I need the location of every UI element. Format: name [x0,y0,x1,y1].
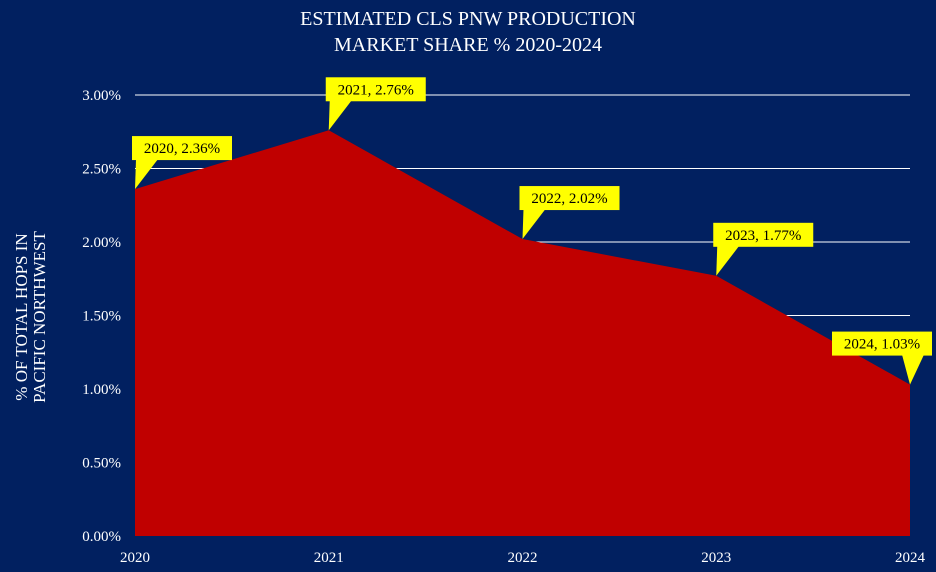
y-axis-ticks: 0.00% 0.50% 1.00% 1.50% 2.00% 2.50% 3.00% [82,88,121,545]
data-labels: 2020, 2.36% 2021, 2.76% 2022, 2.02% 2023, 1… [132,77,932,385]
x-tick-label: 2024 [895,550,926,566]
x-tick-label: 2023 [701,550,731,566]
y-tick-label: 1.00% [82,382,121,398]
data-label: 2024, 1.03% [832,331,932,385]
data-label-box [132,136,232,161]
area-fill [135,130,910,536]
y-tick-label: 3.00% [82,88,121,104]
y-tick-label: 1.50% [82,309,121,325]
y-tick-label: 2.50% [82,162,121,178]
y-axis-title-line-2: PACIFIC NORTHWEST [30,231,49,403]
x-tick-label: 2021 [314,550,344,566]
chart-title: ESTIMATED CLS PNW PRODUCTION MARKET SHAR… [300,8,636,56]
data-label-box [519,186,620,211]
x-tick-label: 2022 [508,550,538,566]
x-tick-label: 2020 [120,550,150,566]
data-label: 2023, 1.77% [713,222,814,276]
x-axis-ticks: 2020 2021 2022 2023 2024 [120,550,926,566]
data-label-text: 2020, 2.36% [144,141,220,157]
y-tick-label: 0.50% [82,456,121,472]
data-label-text: 2024, 1.03% [844,337,920,353]
y-axis-title: % OF TOTAL HOPS IN PACIFIC NORTHWEST [12,231,49,403]
y-axis-title-line-1: % OF TOTAL HOPS IN [12,233,31,400]
data-label: 2020, 2.36% [132,136,232,190]
chart-title-line-1: ESTIMATED CLS PNW PRODUCTION [300,8,636,30]
data-label: 2021, 2.76% [325,77,426,131]
data-label-box [832,331,932,356]
y-tick-label: 2.00% [82,235,121,251]
data-label-pointer [902,354,924,385]
data-label-text: 2021, 2.76% [338,82,414,98]
y-tick-label: 0.00% [82,529,121,545]
data-label-pointer [716,245,740,276]
data-label: 2022, 2.02% [519,186,620,240]
area-series [135,130,910,536]
data-label-text: 2023, 1.77% [725,228,801,244]
data-label-pointer [328,100,352,131]
data-label-box [325,77,426,102]
data-label-text: 2022, 2.02% [531,191,607,207]
data-label-pointer [135,159,158,190]
data-label-pointer [522,209,546,240]
chart-title-line-2: MARKET SHARE % 2020-2024 [334,34,602,56]
data-label-box [713,222,814,247]
